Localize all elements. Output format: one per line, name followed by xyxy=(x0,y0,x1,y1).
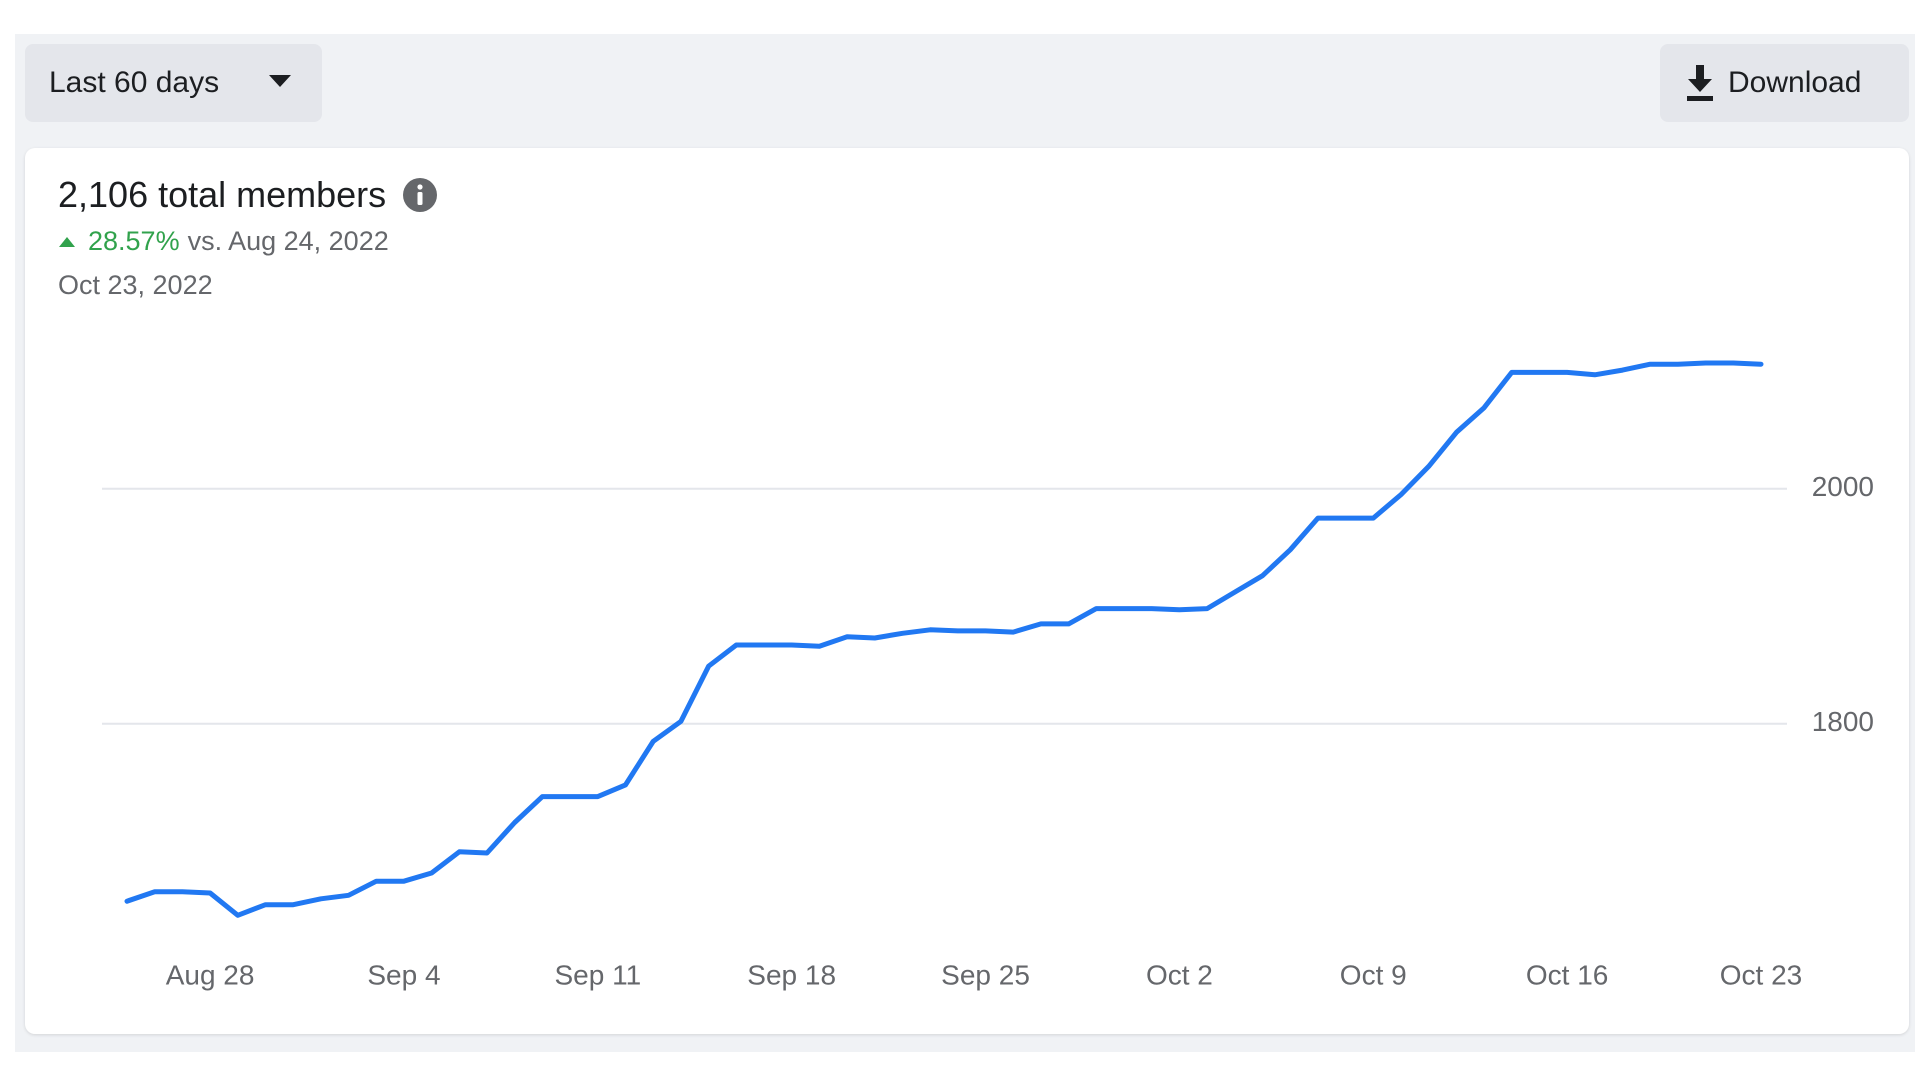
chart-card xyxy=(25,148,1909,1034)
caret-icon xyxy=(269,75,291,87)
x-tick-label: Aug 28 xyxy=(166,959,255,990)
up-arrow xyxy=(59,236,75,247)
date-range-dropdown[interactable]: Last 60 days xyxy=(25,44,322,122)
change-percent: 28.57% xyxy=(88,226,180,256)
comparison: vs. Aug 24, 2022 xyxy=(187,226,389,256)
y-tick-label: 1800 xyxy=(1812,706,1874,737)
dropdown-label: Last 60 days xyxy=(49,66,220,99)
summary-title-row: 2,106 total members xyxy=(58,174,438,216)
info-icon[interactable] xyxy=(402,177,438,213)
download-button[interactable]: Download xyxy=(1660,44,1909,122)
summary-title: 2,106 total members xyxy=(58,174,387,215)
x-tick-label: Oct 9 xyxy=(1340,959,1407,990)
x-tick-label: Sep 18 xyxy=(747,959,836,990)
x-tick-label: Oct 2 xyxy=(1146,959,1213,990)
x-tick-label: Oct 23 xyxy=(1720,959,1802,990)
summary-date: Oct 23, 2022 xyxy=(58,270,213,300)
download-label: Download xyxy=(1728,66,1862,99)
x-tick-label: Sep 4 xyxy=(367,959,440,990)
line xyxy=(124,360,1764,918)
change-row: 28.57% vs. Aug 24, 2022 xyxy=(58,226,389,257)
x-tick-label: Sep 11 xyxy=(554,959,641,990)
download-icon xyxy=(1687,65,1713,101)
y-tick-label: 2000 xyxy=(1812,471,1874,502)
x-tick-label: Oct 16 xyxy=(1526,959,1608,990)
x-tick-label: Sep 25 xyxy=(941,959,1030,990)
